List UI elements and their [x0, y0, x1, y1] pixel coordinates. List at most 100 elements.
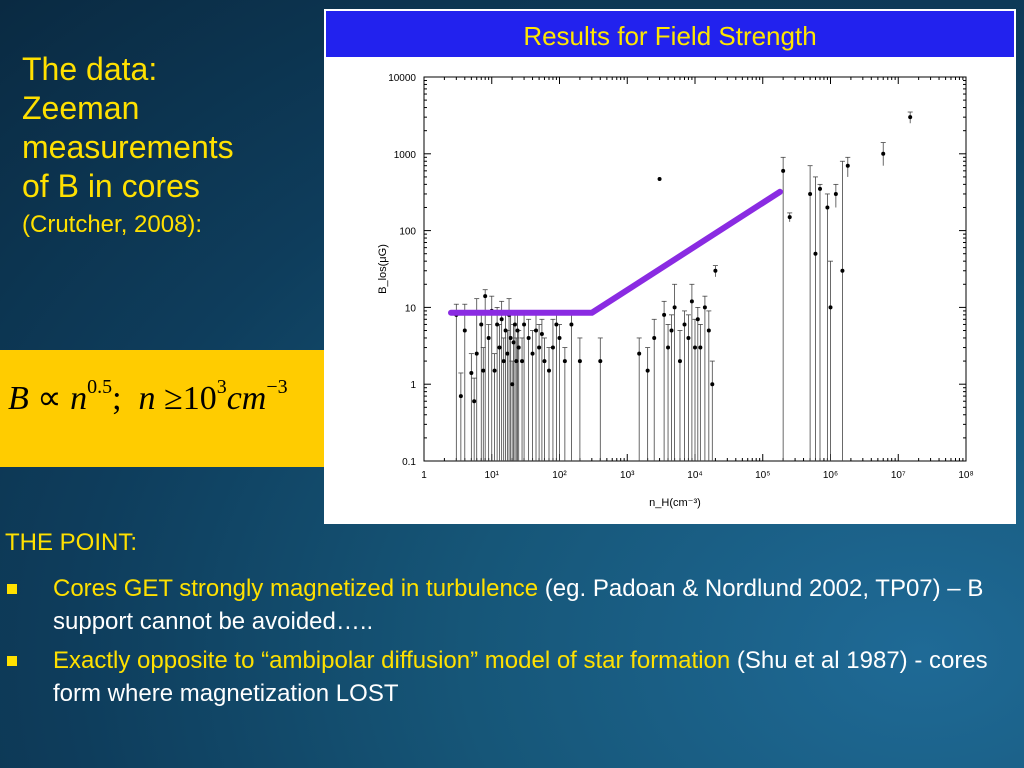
- x-tick-label: 10⁷: [891, 470, 906, 481]
- bullet-2-rest: (Shu et al 1987) - cores form where magn…: [53, 647, 988, 707]
- formula-box: [0, 350, 357, 467]
- chart-title: Results for Field Strength: [326, 11, 1014, 57]
- y-tick-label: 10000: [388, 73, 416, 84]
- data-point: [542, 359, 547, 364]
- heading-line-2: Zeeman: [22, 90, 140, 126]
- data-point: [554, 322, 559, 327]
- slide-heading: The data: Zeeman measurements of B in co…: [22, 50, 312, 242]
- formula-geq: ≥: [164, 380, 183, 417]
- data-point: [569, 322, 574, 327]
- data-point: [669, 328, 674, 333]
- bullet-1-rest: (eg. Padoan & Nordlund 2002, TP07) – B s…: [53, 575, 984, 635]
- data-point: [550, 345, 555, 350]
- data-point: [520, 359, 525, 364]
- y-tick-label: 0.1: [402, 457, 416, 468]
- formula-b: B: [8, 380, 29, 417]
- data-point: [511, 340, 516, 345]
- data-point: [479, 322, 484, 327]
- heading-line-3: measurements: [22, 129, 234, 165]
- data-point: [514, 359, 519, 364]
- scatter-plot: 1 10¹ 10² 10³ 10⁴ 10⁵ 10⁶ 10⁷ 10⁸ 0.1 1 10 100 1000 10…: [377, 73, 974, 509]
- x-tick-label: 10⁸: [958, 470, 973, 481]
- data-point: [672, 305, 677, 310]
- data-point: [537, 345, 542, 350]
- data-point: [698, 345, 703, 350]
- data-point: [522, 322, 527, 327]
- data-point: [472, 399, 477, 404]
- data-point: [505, 351, 510, 356]
- formula-exp3: −3: [266, 375, 288, 398]
- data-point: [458, 394, 463, 399]
- data-point: [495, 322, 500, 327]
- data-point: [645, 368, 650, 373]
- data-point: [562, 359, 567, 364]
- x-tick-label: 10¹: [485, 470, 500, 481]
- data-point: [695, 317, 700, 322]
- bullet-list: Cores GET strongly magnetized in turbule…: [5, 572, 1015, 716]
- data-point: [492, 368, 497, 373]
- data-point: [702, 305, 707, 310]
- data-point: [516, 345, 521, 350]
- data-point: [557, 335, 562, 340]
- formula-exp2: 3: [216, 375, 227, 398]
- x-tick-label: 10³: [620, 470, 635, 481]
- data-point: [469, 370, 474, 375]
- bullet-2-highlight: Exactly opposite to “ambipolar diffusion…: [53, 647, 731, 674]
- heading-citation: (Crutcher, 2008):: [22, 211, 203, 238]
- data-point: [713, 268, 718, 273]
- data-point: [481, 368, 486, 373]
- data-point: [515, 328, 520, 333]
- bullet-marker-icon: [7, 584, 17, 594]
- data-point: [483, 294, 488, 299]
- data-point: [686, 335, 691, 340]
- y-axis-label: B_los(μG): [377, 244, 389, 294]
- data-point: [512, 322, 517, 327]
- data-point: [787, 215, 792, 220]
- formula-exp1: 0.5: [87, 375, 113, 398]
- data-point: [706, 328, 711, 333]
- data-point: [818, 186, 823, 191]
- data-point: [547, 368, 552, 373]
- data-point: [693, 345, 697, 350]
- data-point: [652, 335, 657, 340]
- y-tick-label: 10: [405, 303, 417, 314]
- data-point: [689, 299, 694, 304]
- data-point: [486, 335, 491, 340]
- data-point: [534, 328, 539, 333]
- data-point: [462, 328, 467, 333]
- data-point: [474, 351, 479, 356]
- data-point: [503, 328, 508, 333]
- fit-line: [448, 188, 783, 316]
- chart-panel: Results for Field Strength 1 10¹ 10² 10³ 10⁴…: [324, 9, 1016, 524]
- data-point: [662, 312, 667, 317]
- formula-sep: ;: [112, 380, 122, 417]
- data-point: [499, 317, 504, 322]
- bullet-item-2: Exactly opposite to “ambipolar diffusion…: [5, 644, 1015, 710]
- x-tick-label: 1: [421, 470, 427, 481]
- data-point: [526, 335, 531, 340]
- data-point: [677, 359, 682, 364]
- formula-n2: n: [138, 380, 156, 417]
- x-tick-label: 10⁵: [755, 470, 770, 481]
- data-point: [833, 191, 838, 196]
- scaling-formula: B ∝ n0.5; n ≥103cm−3: [8, 375, 353, 438]
- data-point: [497, 345, 502, 350]
- x-tick-label: 10⁶: [823, 470, 838, 481]
- data-point: [825, 205, 830, 210]
- x-tick-label: 10⁴: [687, 470, 702, 481]
- formula-n1: n: [70, 380, 88, 417]
- data-point: [501, 359, 506, 364]
- data-point: [781, 168, 786, 173]
- data-point: [840, 268, 845, 273]
- data-point: [510, 382, 515, 387]
- data-point: [881, 151, 886, 156]
- data-point: [637, 351, 642, 356]
- data-point: [539, 332, 544, 337]
- heading-line-4: of B in cores: [22, 168, 200, 204]
- data-point: [710, 382, 715, 387]
- heading-line-1: The data:: [22, 51, 158, 87]
- data-point: [657, 176, 662, 181]
- data-point: [682, 322, 687, 327]
- x-tick-label: 10²: [552, 470, 567, 481]
- bullet-item-1: Cores GET strongly magnetized in turbule…: [5, 572, 1015, 638]
